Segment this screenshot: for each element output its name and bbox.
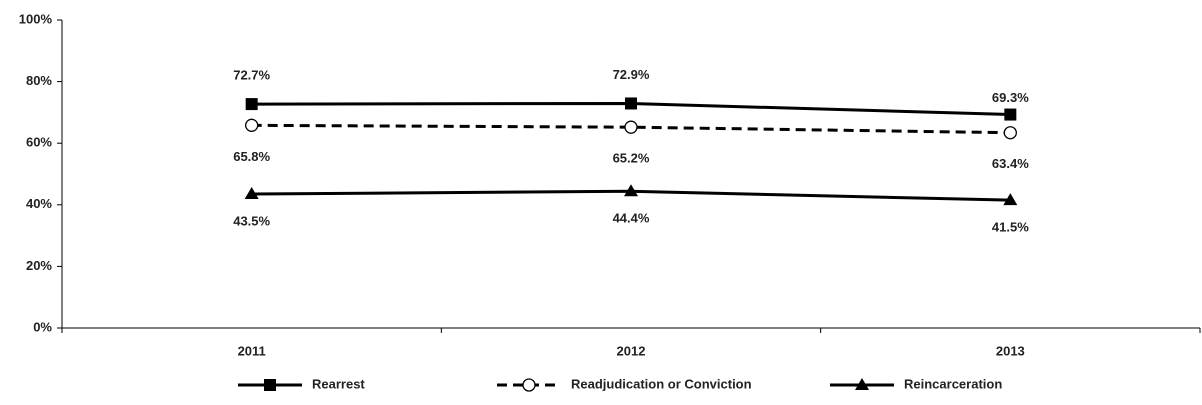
marker (625, 97, 637, 110)
x-tick-label: 2013 (996, 343, 1025, 358)
data-label: 44.4% (613, 211, 650, 226)
y-tick-label: 0% (33, 319, 52, 334)
marker (624, 120, 638, 134)
legend-label: Reincarceration (904, 376, 1002, 391)
y-tick-label: 40% (26, 196, 52, 211)
y-tick-label: 60% (26, 135, 52, 150)
marker (244, 187, 259, 200)
data-label: 72.7% (233, 68, 270, 83)
data-label: 69.3% (992, 90, 1029, 105)
marker (245, 98, 258, 111)
legend-label: Readjudication or Conviction (571, 376, 752, 391)
data-label: 65.8% (233, 149, 270, 164)
data-label: 43.5% (233, 213, 270, 228)
marker (1003, 126, 1017, 140)
data-label: 63.4% (992, 156, 1029, 171)
legend-marker (855, 378, 869, 390)
marker (245, 118, 259, 132)
legend-label: Rearrest (312, 376, 365, 391)
y-tick-label: 80% (26, 73, 52, 88)
data-label: 41.5% (992, 220, 1029, 235)
data-label: 65.2% (613, 151, 650, 166)
x-tick-label: 2012 (617, 343, 646, 358)
x-tick-label: 2011 (238, 343, 266, 358)
legend-marker (264, 379, 276, 391)
marker (1004, 108, 1017, 121)
legend-marker (522, 378, 536, 392)
y-tick-label: 20% (26, 258, 52, 273)
data-label: 72.9% (613, 67, 650, 82)
marker (624, 184, 638, 197)
series-line (251, 123, 1011, 135)
marker (1003, 193, 1018, 206)
y-tick-label: 100% (19, 11, 53, 26)
